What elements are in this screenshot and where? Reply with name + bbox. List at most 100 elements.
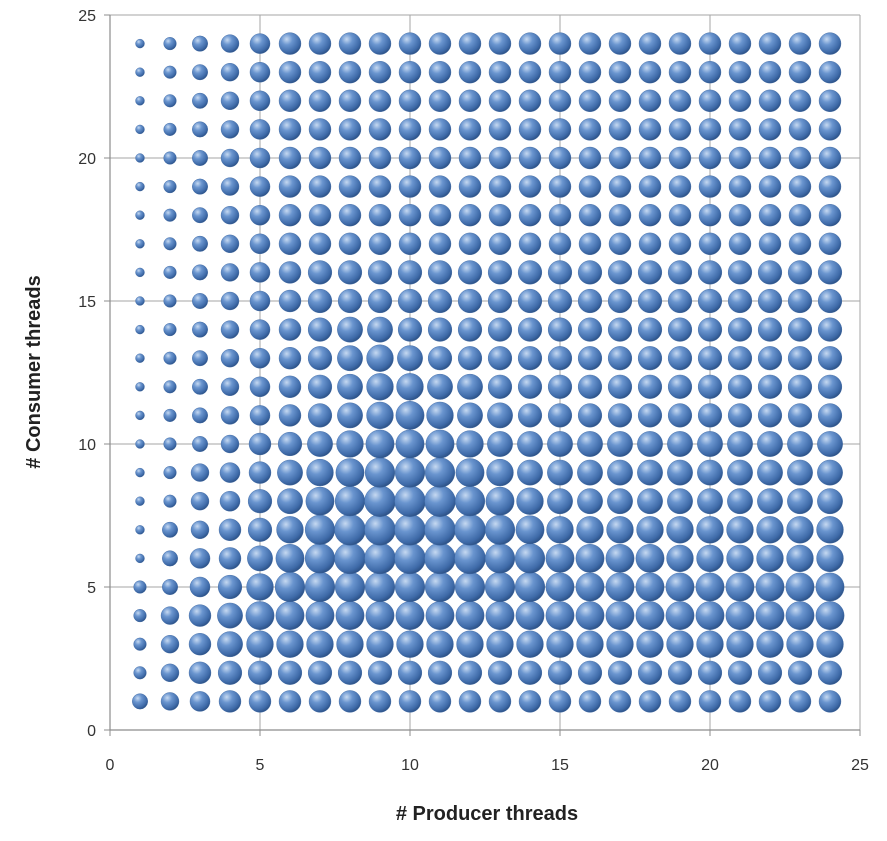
- bubble-point: [334, 514, 366, 546]
- bubble-point: [245, 601, 275, 630]
- bubble-point: [607, 374, 633, 399]
- bubble-point: [192, 121, 208, 138]
- bubble-point: [697, 403, 723, 428]
- bubble-point: [189, 691, 211, 712]
- bubble-point: [788, 32, 812, 55]
- bubble-point: [367, 316, 393, 343]
- bubble-point: [308, 118, 332, 141]
- bubble-point: [757, 288, 783, 314]
- bubble-point: [668, 118, 692, 141]
- bubble-point: [335, 458, 365, 487]
- bubble-point: [697, 431, 723, 457]
- bubble-point: [787, 403, 813, 428]
- bubble-point: [163, 466, 177, 480]
- bubble-point: [666, 516, 694, 544]
- bubble-point: [638, 32, 662, 55]
- bubble-point: [133, 666, 147, 680]
- bubble-point: [163, 180, 177, 194]
- bubble-point: [305, 486, 335, 516]
- bubble-point: [666, 630, 694, 658]
- bubble-point: [368, 146, 392, 170]
- bubble-point: [218, 547, 242, 570]
- bubble-point: [135, 96, 145, 106]
- bubble-point: [338, 232, 362, 255]
- bubble-point: [425, 601, 455, 630]
- bubble-point: [337, 345, 363, 372]
- bubble-point: [457, 288, 483, 314]
- bubble-point: [133, 580, 147, 594]
- bubble-point: [135, 496, 145, 506]
- bubble-point: [757, 346, 783, 371]
- bubble-point: [338, 32, 362, 55]
- bubble-point: [547, 346, 573, 371]
- bubble-point: [817, 260, 843, 285]
- bubble-point: [394, 514, 426, 546]
- bubble-point: [518, 232, 542, 255]
- bubble-point: [249, 405, 271, 426]
- bubble-point: [788, 61, 812, 84]
- bubble-point: [756, 544, 784, 573]
- bubble-point: [278, 146, 302, 170]
- bubble-point: [578, 175, 602, 198]
- bubble-point: [818, 61, 842, 84]
- bubble-point: [307, 403, 333, 428]
- bubble-point: [606, 630, 634, 658]
- bubble-point: [424, 485, 456, 517]
- bubble-point: [428, 61, 452, 84]
- bubble-point: [220, 291, 240, 311]
- bubble-point: [637, 260, 663, 285]
- bubble-point: [725, 572, 755, 602]
- bubble-point: [787, 459, 813, 486]
- bubble-point: [575, 572, 605, 602]
- bubble-point: [457, 402, 483, 429]
- bubble-point: [547, 288, 573, 314]
- bubble-point: [192, 235, 208, 252]
- bubble-point: [458, 690, 482, 713]
- bubble-point: [758, 232, 782, 255]
- bubble-point: [133, 637, 147, 651]
- bubble-point: [577, 317, 603, 342]
- bubble-point: [458, 118, 482, 141]
- bubble-point: [367, 288, 393, 314]
- bubble-point: [160, 692, 180, 711]
- bubble-point: [163, 237, 177, 251]
- bubble-point: [334, 571, 366, 603]
- bubble-point: [487, 260, 513, 285]
- bubble-point: [547, 403, 573, 428]
- bubble-point: [667, 288, 693, 314]
- bubble-point: [220, 406, 240, 425]
- bubble-point: [277, 488, 303, 515]
- bubble-point: [757, 260, 783, 285]
- bubble-point: [396, 373, 424, 401]
- bubble-point: [696, 544, 724, 573]
- bubble-point: [667, 488, 693, 515]
- bubble-point: [276, 516, 304, 544]
- bubble-point: [192, 207, 208, 224]
- bubble-point: [190, 463, 210, 482]
- bubble-point: [635, 572, 665, 602]
- bubble-point: [488, 175, 512, 198]
- bubble-point: [636, 630, 664, 658]
- bubble-point: [163, 122, 177, 136]
- bubble-point: [249, 376, 271, 398]
- bubble-point: [516, 487, 544, 515]
- bubble-point: [667, 260, 693, 285]
- bubble-point: [427, 346, 453, 371]
- bubble-point: [307, 374, 333, 399]
- bubble-point: [217, 631, 243, 658]
- bubble-point: [458, 175, 482, 198]
- bubble-point: [786, 516, 814, 544]
- bubble-point: [338, 204, 362, 227]
- bubble-point: [727, 317, 753, 342]
- bubble-point: [696, 516, 724, 544]
- y-tick-labels: 0 5 10 15 20 25: [78, 8, 96, 740]
- bubble-point: [758, 204, 782, 227]
- bubble-point: [135, 267, 145, 278]
- bubble-point: [307, 346, 333, 371]
- bubble-point: [366, 630, 394, 658]
- bubble-point: [249, 347, 271, 369]
- bubble-point: [815, 601, 845, 630]
- bubble-point: [249, 90, 271, 112]
- bubble-point: [395, 429, 425, 459]
- bubble-point: [696, 630, 724, 658]
